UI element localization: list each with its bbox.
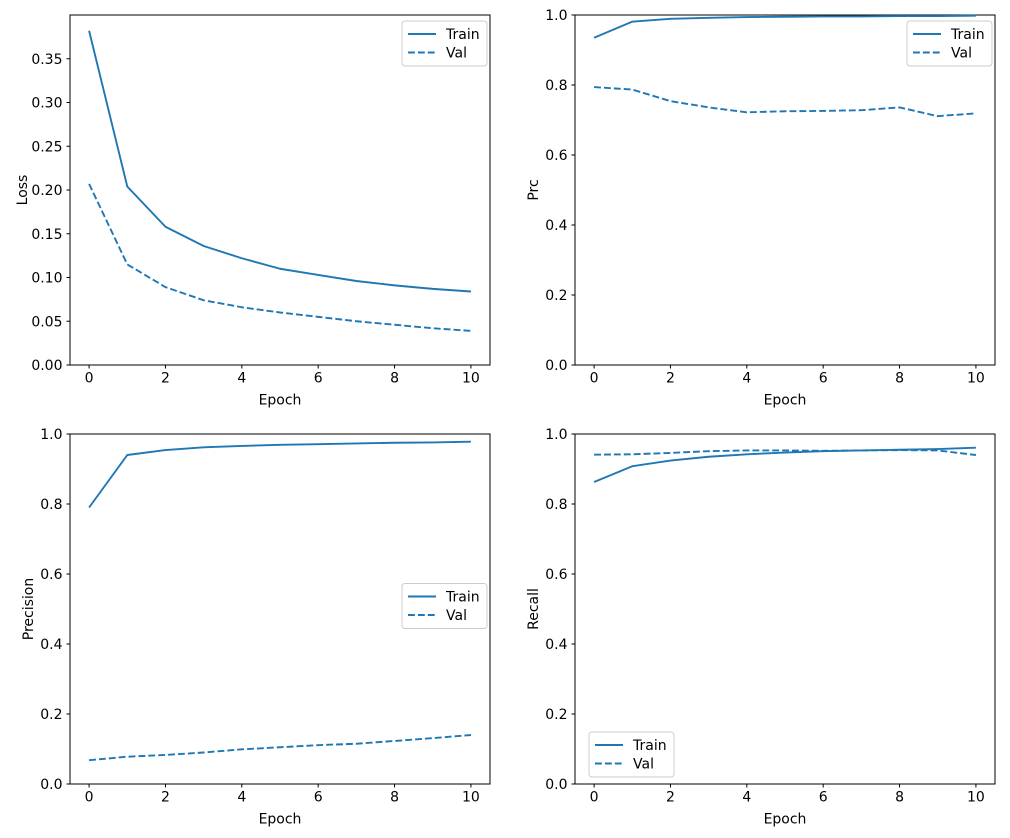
y-tick-label: 0.05	[31, 314, 62, 330]
legend-label-val: Val	[446, 608, 467, 624]
x-tick-label: 4	[742, 371, 751, 387]
y-tick-label: 0.4	[545, 218, 567, 234]
x-tick-label: 6	[314, 371, 323, 387]
x-tick-label: 4	[237, 790, 246, 806]
y-tick-label: 0.20	[31, 183, 62, 199]
series-line-train	[88, 440, 471, 509]
y-tick-label: 0.0	[40, 777, 62, 793]
x-tick-label: 2	[161, 371, 170, 387]
recall-chart: 0 2 4 6 8 10 0.0 0.2 0.4 0.6 0.8 1.0 Epoch Recall Trai…	[526, 427, 996, 828]
y-tick-label: 0.4	[545, 637, 567, 653]
y-axis-label: Recall	[526, 588, 542, 630]
x-axis-label: Epoch	[764, 393, 807, 409]
y-tick-label: 0.6	[545, 148, 567, 164]
x-tick-label: 2	[161, 790, 170, 806]
x-tick-label: 8	[895, 371, 904, 387]
y-tick-label: 0.8	[40, 497, 62, 513]
legend-label-val: Val	[951, 46, 972, 62]
y-axis-label: Precision	[21, 578, 37, 640]
x-tick-label: 10	[967, 790, 985, 806]
series-line-val	[88, 183, 471, 332]
y-tick-label: 0.8	[545, 78, 567, 94]
y-tick-label: 1.0	[40, 427, 62, 443]
x-tick-label: 10	[967, 371, 985, 387]
series-line-train	[593, 14, 976, 39]
legend-box	[401, 583, 488, 629]
y-tick-label: 0.2	[545, 707, 567, 723]
x-tick-label: 2	[666, 790, 675, 806]
y-tick-label: 0.0	[545, 358, 567, 374]
x-tick-label: 10	[462, 371, 480, 387]
y-tick-label: 1.0	[545, 427, 567, 443]
y-tick-label: 0.35	[31, 52, 62, 68]
series-line-train	[593, 446, 976, 483]
x-axis-label: Epoch	[259, 393, 302, 409]
axes-frame	[574, 14, 996, 366]
legend-label-train: Train	[950, 27, 985, 43]
y-tick-label: 0.6	[545, 567, 567, 583]
x-tick-label: 0	[590, 790, 599, 806]
prc-chart: 0 2 4 6 8 10 0.0 0.2 0.4 0.6 0.8 1.0 Epoch Prc Train Va…	[526, 8, 996, 409]
axes-frame	[69, 433, 491, 785]
y-tick-label: 0.15	[31, 227, 62, 243]
x-tick-label: 6	[819, 371, 828, 387]
legend-label-train: Train	[445, 590, 480, 606]
x-tick-label: 4	[742, 790, 751, 806]
y-tick-label: 0.4	[40, 637, 62, 653]
x-tick-label: 0	[85, 371, 94, 387]
x-tick-label: 6	[819, 790, 828, 806]
legend-label-val: Val	[446, 46, 467, 62]
x-tick-label: 8	[895, 790, 904, 806]
series-line-val	[594, 449, 977, 456]
precision-chart: 0 2 4 6 8 10 0.0 0.2 0.4 0.6 0.8 1.0 Epoch Precision T…	[21, 427, 491, 828]
x-tick-label: 8	[390, 790, 399, 806]
legend-label-train: Train	[445, 27, 480, 43]
y-tick-label: 0.2	[545, 288, 567, 304]
y-tick-label: 0.00	[31, 358, 62, 374]
legend-box	[588, 731, 675, 778]
x-tick-label: 4	[237, 371, 246, 387]
x-axis-label: Epoch	[764, 812, 807, 828]
loss-chart: 0 2 4 6 8 10 0.00 0.05 0.10 0.15 0.20 0.25 0.30 0.35 E…	[15, 14, 491, 409]
y-tick-label: 0.25	[31, 139, 62, 155]
x-tick-label: 8	[390, 371, 399, 387]
y-tick-label: 0.2	[40, 707, 62, 723]
y-tick-label: 1.0	[545, 8, 567, 24]
x-tick-label: 6	[314, 790, 323, 806]
y-axis-label: Loss	[15, 175, 31, 206]
legend-label-val: Val	[633, 757, 654, 773]
y-tick-label: 0.8	[545, 497, 567, 513]
x-tick-label: 2	[666, 371, 675, 387]
x-tick-label: 0	[85, 790, 94, 806]
series-line-val	[594, 86, 976, 118]
y-tick-label: 0.0	[545, 777, 567, 793]
legend-label-train: Train	[632, 738, 667, 754]
x-axis-label: Epoch	[259, 812, 302, 828]
x-tick-label: 0	[590, 371, 599, 387]
series-line-val	[89, 734, 471, 762]
y-tick-label: 0.6	[40, 567, 62, 583]
legend-box	[401, 20, 488, 67]
series-line-train	[88, 30, 471, 293]
x-tick-label: 10	[462, 790, 480, 806]
y-tick-label: 0.10	[31, 271, 62, 287]
y-tick-label: 0.30	[31, 96, 62, 112]
y-axis-label: Prc	[526, 179, 542, 200]
legend-box	[906, 20, 993, 67]
axes-frame	[574, 433, 996, 785]
